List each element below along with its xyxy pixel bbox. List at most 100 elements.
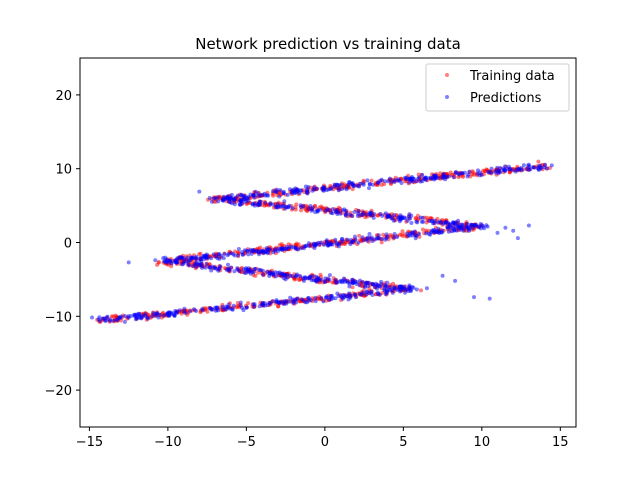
prediction-point (489, 166, 494, 171)
prediction-point (242, 248, 247, 253)
prediction-point (209, 199, 214, 204)
prediction-point (453, 171, 458, 176)
prediction-point (248, 247, 253, 252)
training-point (413, 215, 418, 220)
prediction-point (521, 163, 526, 168)
prediction-point (315, 208, 320, 213)
prediction-point (396, 177, 401, 182)
prediction-point (414, 219, 419, 224)
prediction-point (455, 222, 460, 227)
prediction-point (232, 202, 237, 207)
prediction-point (485, 224, 490, 229)
prediction-point (439, 230, 444, 235)
prediction-point (155, 311, 160, 316)
prediction-point (352, 292, 357, 297)
prediction-point (382, 179, 387, 184)
prediction-point (209, 268, 214, 273)
prediction-point (495, 230, 500, 235)
prediction-point (96, 317, 101, 322)
prediction-point (436, 226, 441, 231)
prediction-point (345, 237, 350, 242)
prediction-point (440, 175, 445, 180)
chart-title: Network prediction vs training data (195, 35, 461, 53)
training-point (400, 229, 405, 234)
prediction-point (291, 187, 296, 192)
prediction-point (308, 204, 313, 208)
prediction-point (391, 218, 396, 223)
prediction-point (229, 195, 234, 200)
prediction-point (398, 289, 403, 294)
prediction-point (370, 182, 375, 187)
prediction-point (379, 177, 384, 182)
prediction-point (123, 314, 127, 319)
prediction-point (394, 286, 399, 291)
prediction-point (319, 277, 324, 282)
prediction-point (372, 212, 377, 217)
prediction-point (457, 171, 462, 176)
prediction-point (209, 256, 214, 261)
prediction-point (263, 193, 268, 198)
prediction-point (266, 193, 271, 198)
prediction-point (119, 314, 123, 319)
prediction-point (104, 318, 108, 323)
training-point (246, 301, 251, 306)
prediction-point (418, 179, 423, 184)
prediction-point (371, 215, 376, 220)
prediction-point (479, 172, 484, 177)
y-tick-label: 0 (64, 237, 72, 252)
prediction-point (346, 297, 351, 302)
prediction-point (232, 198, 237, 203)
training-point (235, 304, 240, 309)
prediction-point (202, 257, 207, 262)
prediction-point (200, 307, 205, 311)
prediction-point (236, 253, 240, 258)
data-points (90, 159, 554, 324)
prediction-point (175, 260, 179, 265)
prediction-point (238, 303, 243, 308)
training-point (276, 304, 281, 309)
prediction-point (235, 267, 240, 272)
prediction-point (384, 287, 389, 292)
prediction-point (191, 264, 196, 269)
prediction-point (403, 175, 407, 180)
prediction-point (439, 220, 444, 225)
prediction-point (329, 210, 334, 215)
prediction-point (313, 295, 318, 300)
prediction-point (165, 311, 170, 316)
prediction-point (207, 265, 212, 270)
prediction-point (361, 238, 366, 243)
legend-marker-training (445, 73, 449, 77)
prediction-point (365, 178, 370, 183)
prediction-point (360, 212, 365, 217)
prediction-point (392, 235, 397, 240)
prediction-point (365, 281, 370, 285)
prediction-point (326, 276, 331, 281)
prediction-point (235, 193, 240, 198)
y-tick-label: 20 (55, 89, 72, 104)
prediction-point (344, 187, 349, 192)
prediction-point (322, 279, 327, 284)
prediction-point (526, 167, 531, 172)
prediction-point (271, 202, 276, 207)
prediction-point (459, 222, 464, 227)
prediction-point (328, 187, 333, 192)
prediction-point (321, 299, 326, 304)
prediction-point (456, 218, 461, 223)
prediction-point (336, 188, 341, 193)
prediction-point (246, 252, 251, 257)
prediction-point (303, 184, 308, 189)
prediction-point (402, 284, 407, 289)
prediction-point (194, 256, 199, 261)
prediction-point (212, 196, 216, 201)
prediction-point (343, 213, 348, 218)
prediction-point (341, 292, 345, 297)
prediction-point (185, 255, 190, 260)
prediction-point (316, 276, 321, 281)
prediction-point (334, 280, 339, 285)
prediction-point (370, 293, 375, 297)
prediction-point (302, 278, 306, 283)
prediction-point (526, 223, 531, 228)
x-tick-label: −10 (154, 435, 181, 450)
prediction-point (290, 206, 295, 211)
legend-label-predictions: Predictions (470, 91, 542, 106)
